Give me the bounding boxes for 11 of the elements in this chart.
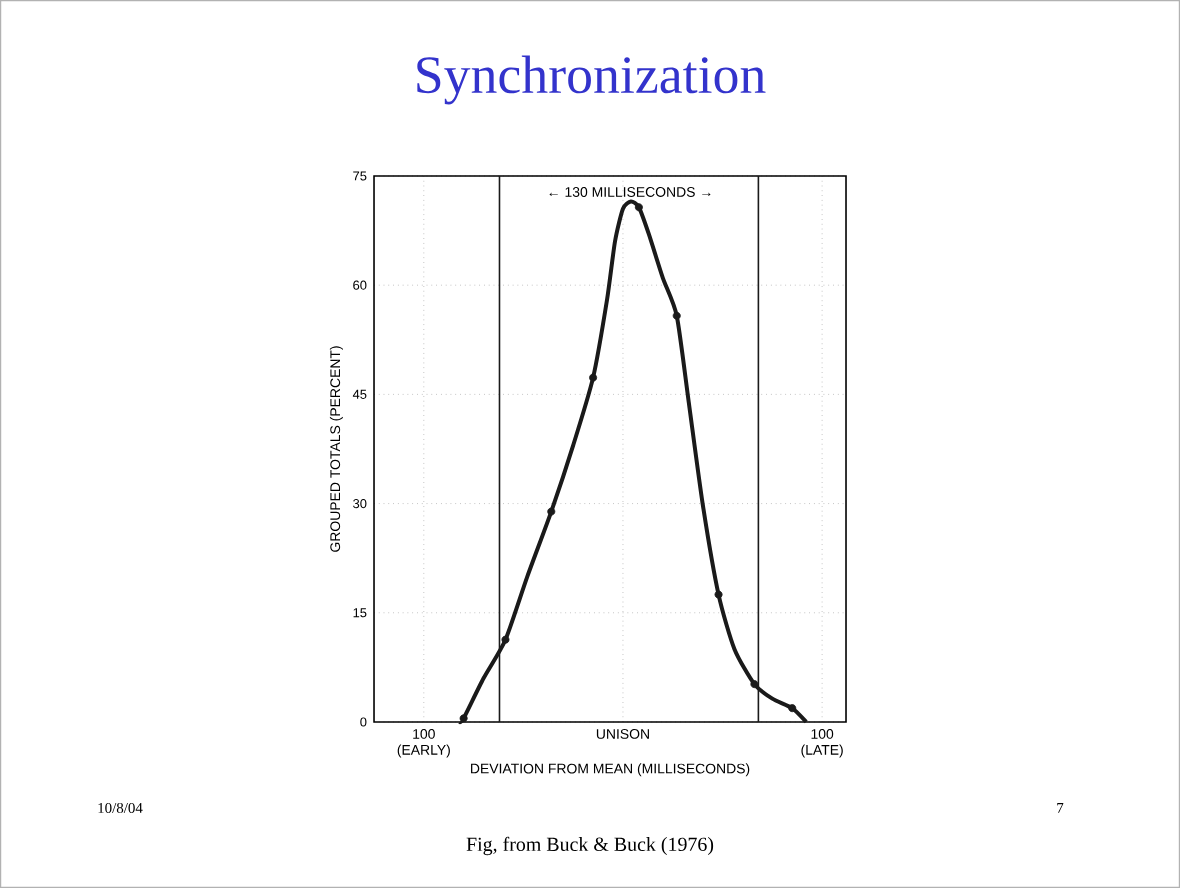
- point: [589, 373, 598, 382]
- text: Fig, from Buck & Buck (1976): [466, 836, 714, 856]
- point: [750, 680, 759, 689]
- point: [459, 714, 468, 723]
- point: [501, 635, 510, 644]
- point: [634, 203, 643, 212]
- point: [547, 507, 556, 516]
- point: [714, 590, 723, 599]
- point: [788, 704, 797, 713]
- chart-title: Synchronization: [417, 55, 766, 105]
- point: [672, 311, 681, 320]
